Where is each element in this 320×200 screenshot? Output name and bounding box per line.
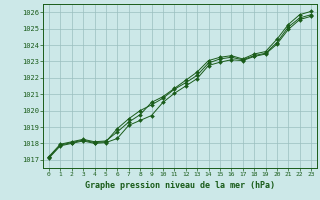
X-axis label: Graphe pression niveau de la mer (hPa): Graphe pression niveau de la mer (hPa): [85, 181, 275, 190]
